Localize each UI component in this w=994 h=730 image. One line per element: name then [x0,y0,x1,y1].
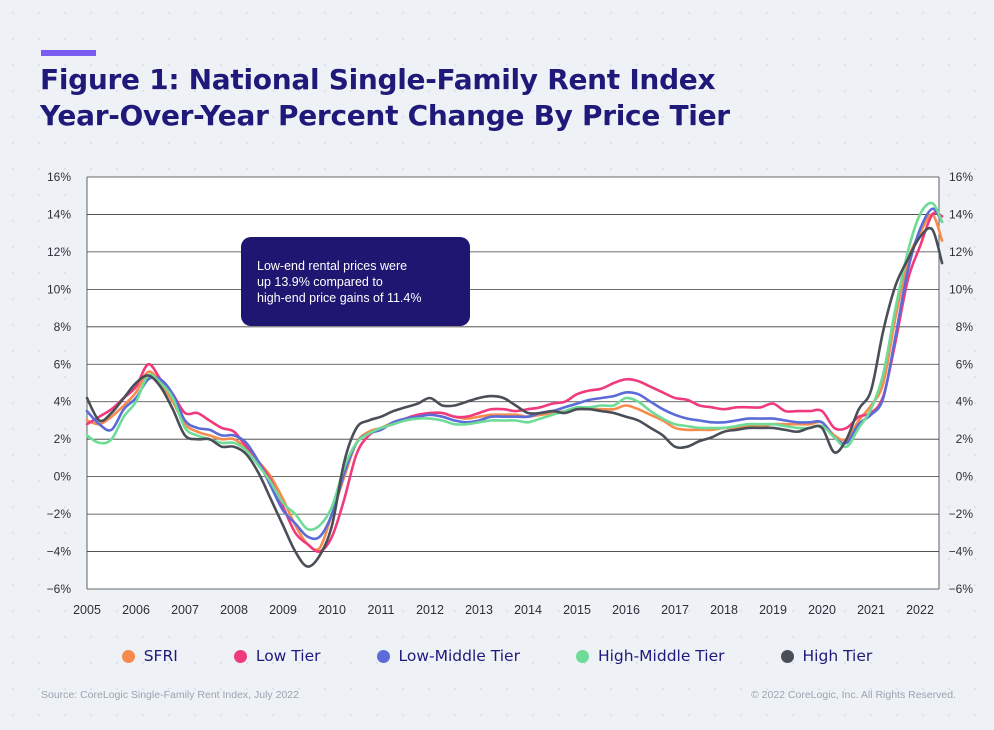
legend-label-low-middle-tier: Low-Middle Tier [398,647,520,665]
copyright-note: © 2022 CoreLogic, Inc. All Rights Reserv… [750,689,956,701]
title-accent-bar [41,50,96,56]
y-tick-label-right: 2% [956,432,974,446]
legend-dot-sfri [121,649,135,663]
x-tick-label: 2008 [220,603,248,617]
legend-item-high-middle-tier: High-Middle Tier [575,644,725,668]
source-note: Source: CoreLogic Single-Family Rent Ind… [41,689,299,701]
y-tick-label-right: 6% [956,357,974,371]
y-tick-label-right: 16% [949,170,973,184]
y-tick-label-right: −2% [949,507,974,521]
series-line-sfri [85,213,944,552]
title-line-1: Figure 1: National Single-Family Rent In… [40,63,716,96]
y-tick-label-right: 12% [949,245,973,259]
y-tick-label-right: −6% [949,582,974,596]
page-title: Figure 1: National Single-Family Rent In… [40,62,730,134]
y-tick-label-left: 12% [47,245,71,259]
y-tick-label-right: −4% [949,545,974,559]
y-tick-label-right: 14% [949,207,973,221]
x-tick-label: 2015 [563,603,591,617]
legend: SFRI Low Tier Low-Middle Tier High-Middl… [0,644,994,668]
y-tick-label-left: 16% [47,170,71,184]
y-tick-label-left: 2% [54,432,72,446]
x-tick-label: 2021 [857,603,885,617]
x-tick-label: 2018 [710,603,738,617]
legend-label-high-middle-tier: High-Middle Tier [597,647,725,665]
legend-dot-high-tier [780,649,794,663]
x-tick-label: 2010 [318,603,346,617]
legend-item-low-tier: Low Tier [233,644,321,668]
x-tick-label: 2019 [759,603,787,617]
legend-label-sfri: SFRI [143,647,178,665]
y-tick-label-left: −6% [47,582,72,596]
x-tick-label: 2017 [661,603,689,617]
legend-dot-high-middle-tier [575,649,589,663]
legend-label-high-tier: High Tier [802,647,873,665]
y-tick-label-right: 10% [949,282,973,296]
x-tick-label: 2007 [171,603,199,617]
x-tick-label: 2006 [122,603,150,617]
callout-line-2: up 13.9% compared to [257,275,383,289]
y-tick-label-left: 8% [54,320,72,334]
legend-item-low-middle-tier: Low-Middle Tier [376,644,520,668]
x-tick-label: 2013 [465,603,493,617]
y-tick-label-right: 8% [956,320,974,334]
legend-label-low-tier: Low Tier [255,647,321,665]
callout-box: Low-end rental prices were up 13.9% comp… [241,237,470,326]
title-line-2: Year-Over-Year Percent Change By Price T… [40,99,730,132]
x-tick-label: 2012 [416,603,444,617]
x-tick-label: 2022 [906,603,934,617]
x-tick-label: 2011 [368,603,395,617]
x-tick-label: 2020 [808,603,836,617]
legend-dot-low-tier [233,649,247,663]
y-tick-label-right: 4% [956,395,974,409]
y-tick-label-left: −4% [47,545,72,559]
plot-area [87,177,939,589]
legend-dot-low-middle-tier [376,649,390,663]
series-line-low-middle-tier [85,207,944,541]
series-line-low-tier [85,211,944,553]
y-tick-label-left: 4% [54,395,72,409]
y-tick-label-left: 14% [47,207,71,221]
y-tick-label-right: 0% [956,470,974,484]
callout-line-1: Low-end rental prices were [257,259,408,273]
y-tick-label-left: 10% [47,282,71,296]
x-tick-label: 2014 [514,603,542,617]
legend-item-sfri: SFRI [121,644,178,668]
y-tick-label-left: −2% [47,507,72,521]
y-tick-label-left: 0% [54,470,72,484]
x-tick-label: 2009 [269,603,297,617]
x-tick-label: 2016 [612,603,640,617]
legend-item-high-tier: High Tier [780,644,873,668]
callout-line-3: high-end price gains of 11.4% [257,291,422,305]
series-line-high-middle-tier [85,201,944,532]
x-tick-label: 2005 [73,603,101,617]
series-line-high-tier [85,226,944,568]
y-tick-label-left: 6% [54,357,72,371]
